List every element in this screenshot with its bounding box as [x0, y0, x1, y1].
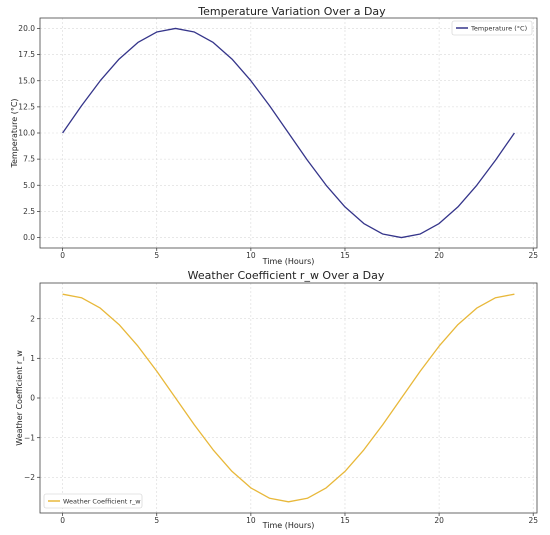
x-tick-label: 15 [340, 516, 350, 525]
x-tick-label: 15 [340, 251, 350, 260]
x-tick-label: 25 [528, 251, 538, 260]
y-tick-label: 5.0 [23, 181, 35, 190]
y-tick-label: 2 [30, 314, 35, 323]
temperature-chart: Temperature Variation Over a Day 0 5 10 15 2… [10, 5, 538, 266]
legend-box [451, 20, 533, 36]
y-tick-label: 0.0 [23, 233, 35, 242]
y-tick-label: −2 [24, 473, 35, 482]
y-tick-label: −1 [24, 433, 35, 442]
x-tick-label: 0 [60, 516, 65, 525]
y-tick-label: 1 [30, 354, 35, 363]
chart-title: Temperature Variation Over a Day [197, 5, 386, 18]
y-tick-label: 15.0 [18, 76, 35, 85]
legend-box [43, 493, 143, 509]
legend-entry-temperature: Temperature (°C) [470, 25, 527, 33]
chart-title: Weather Coefficient r_w Over a Day [188, 269, 385, 282]
x-tick-label: 5 [154, 251, 159, 260]
y-tick-label: 20.0 [18, 24, 35, 33]
y-axis-label: Weather Coefficient r_w [15, 350, 24, 446]
x-tick-label: 10 [246, 251, 256, 260]
legend-entry-weather-coefficient: Weather Coefficient r_w [63, 498, 141, 506]
y-tick-label: 7.5 [23, 155, 35, 164]
x-axis-label: Time (Hours) [262, 257, 315, 266]
legend: Temperature (°C) [451, 20, 533, 36]
series-line [62, 27, 515, 239]
x-tick-label: 0 [60, 251, 65, 260]
y-tick-label: 12.5 [18, 102, 35, 111]
x-tick-label: 5 [154, 516, 159, 525]
series-line [62, 293, 515, 503]
x-tick-label: 20 [434, 516, 444, 525]
y-tick-label: 17.5 [18, 50, 35, 59]
x-axis-label: Time (Hours) [262, 521, 315, 530]
x-tick-label: 25 [528, 516, 538, 525]
legend: Weather Coefficient r_w [43, 493, 143, 509]
x-tick-label: 20 [434, 251, 444, 260]
y-axis-label: Temperature (°C) [10, 98, 19, 168]
x-tick-label: 10 [246, 516, 256, 525]
y-tick-label: 0 [30, 394, 35, 403]
y-tick-label: 2.5 [23, 207, 35, 216]
y-tick-label: 10.0 [18, 129, 35, 138]
weather-coefficient-chart: Weather Coefficient r_w Over a Day 0 5 10 1… [15, 269, 538, 530]
